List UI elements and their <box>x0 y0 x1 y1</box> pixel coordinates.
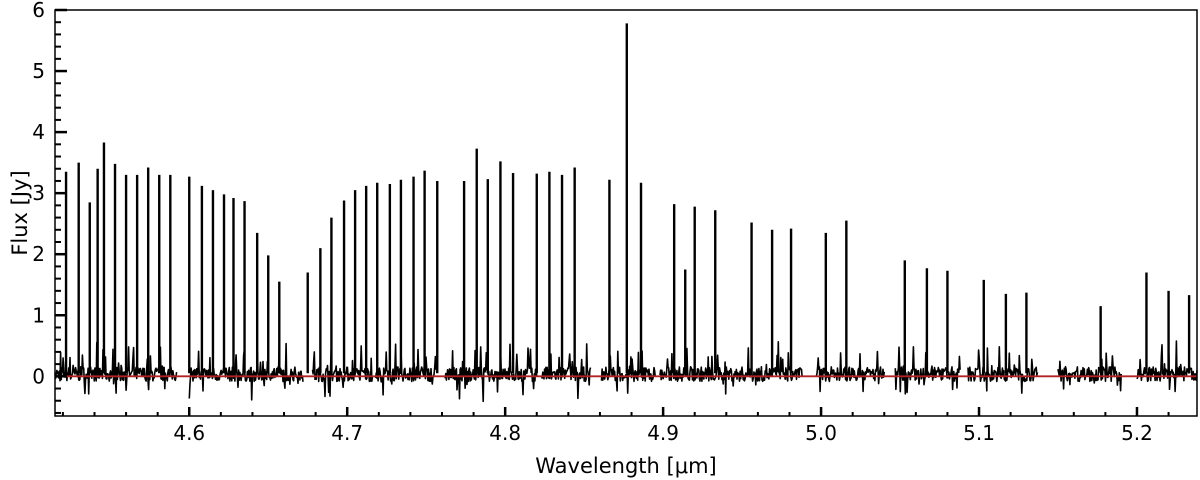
x-tick-label: 5.1 <box>963 421 995 445</box>
y-tick-label: 5 <box>32 59 45 83</box>
y-tick-label: 6 <box>32 0 45 22</box>
continuum-segment <box>1136 340 1198 393</box>
x-tick-label: 4.7 <box>331 421 363 445</box>
y-tick-label: 4 <box>32 120 45 144</box>
continuum-segment <box>311 345 374 398</box>
y-axis-label: Flux [Jy] <box>8 170 32 255</box>
continuum-segment <box>444 343 538 403</box>
y-tick-label: 1 <box>32 303 45 327</box>
continuum-segment <box>967 346 1039 394</box>
plot-frame <box>54 9 1198 417</box>
continuum-segment <box>540 343 592 400</box>
x-tick-label: 5.2 <box>1121 421 1153 445</box>
x-tick-label: 4.6 <box>173 421 205 445</box>
x-tick-label: 5.0 <box>805 421 837 445</box>
continuum-segment <box>188 342 304 401</box>
y-axis: 0 1 2 3 4 5 6 <box>32 0 67 414</box>
x-tick-label: 4.9 <box>647 421 679 445</box>
continuum-segment <box>659 341 803 395</box>
y-tick-label: 0 <box>32 364 45 388</box>
x-axis-label: Wavelength [μm] <box>535 454 716 478</box>
continuum-segment <box>374 343 438 396</box>
y-tick-label: 3 <box>32 181 45 205</box>
spectrum-series <box>54 23 1198 403</box>
x-axis: 4.6 4.7 4.8 4.9 5.0 5.1 5.2 <box>61 407 1170 445</box>
x-tick-label: 4.8 <box>489 421 521 445</box>
continuum-segment <box>54 341 178 395</box>
y-tick-label: 2 <box>32 242 45 266</box>
continuum-segment <box>1057 352 1122 392</box>
